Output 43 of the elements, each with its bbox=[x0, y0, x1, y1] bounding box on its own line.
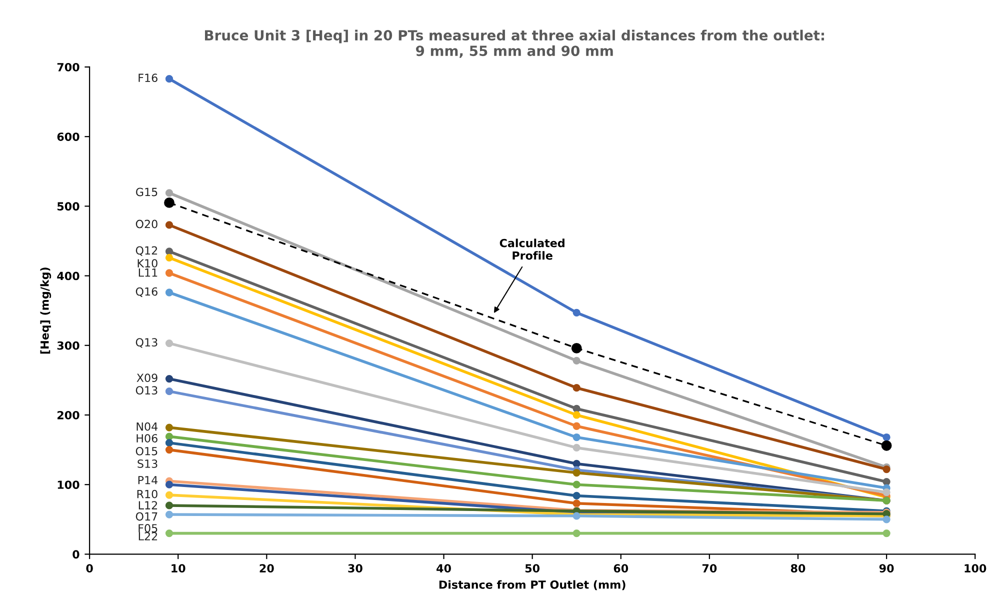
y-tick-label: 100 bbox=[58, 480, 80, 489]
y-tick-label: 200 bbox=[58, 410, 80, 420]
x-tick-label: 10 bbox=[172, 564, 186, 573]
series-label: L11 bbox=[138, 268, 158, 277]
x-tick-label: 70 bbox=[702, 564, 717, 573]
series-label: Q13 bbox=[136, 338, 158, 348]
series-label: O20 bbox=[136, 220, 158, 228]
series-label: F16 bbox=[138, 74, 158, 82]
series-label: F05 bbox=[138, 524, 158, 532]
x-tick-label: 80 bbox=[790, 564, 806, 573]
y-tick-label: 700 bbox=[57, 62, 80, 72]
x-axis-title: Distance from PT Outlet (mm) bbox=[439, 580, 626, 590]
series-label: G15 bbox=[136, 188, 158, 196]
x-tick-label: 100 bbox=[964, 564, 986, 573]
series-label: S13 bbox=[138, 460, 158, 468]
x-tick-label: 90 bbox=[879, 564, 894, 573]
series-label: N04 bbox=[136, 422, 158, 431]
y-axis-title: [Heq] (mg/kg) bbox=[40, 268, 52, 354]
x-tick-label: 60 bbox=[614, 564, 628, 573]
x-tick-label: 0 bbox=[86, 564, 93, 573]
series-label: L22 bbox=[138, 532, 158, 540]
y-tick-label: 0 bbox=[72, 550, 80, 559]
series-label: O17 bbox=[136, 512, 158, 521]
y-tick-label: 500 bbox=[57, 202, 80, 211]
series-label: Q16 bbox=[136, 287, 158, 297]
x-tick-label: 20 bbox=[260, 564, 274, 573]
series-label: L12 bbox=[138, 501, 158, 510]
series-label: K10 bbox=[138, 259, 158, 268]
chart-title: Bruce Unit 3 [Heq] in 20 PTs measured at three axial distances from the outlet: 9 mm, 55 mm and 90 mm bbox=[204, 30, 824, 58]
series-label: H06 bbox=[136, 434, 158, 442]
y-tick-label: 600 bbox=[57, 132, 80, 141]
y-tick-label: 300 bbox=[57, 341, 80, 350]
x-tick-label: 30 bbox=[348, 564, 362, 573]
x-tick-label: 40 bbox=[436, 564, 451, 573]
y-tick-label: 400 bbox=[57, 272, 80, 280]
series-label: R10 bbox=[137, 490, 158, 498]
series-label: Q12 bbox=[136, 246, 158, 256]
series-label: X09 bbox=[136, 374, 158, 382]
series-label: O15 bbox=[136, 446, 158, 456]
annotation: Calculated Profile bbox=[500, 238, 564, 260]
series-label: P14 bbox=[138, 476, 158, 484]
x-tick-label: 50 bbox=[525, 564, 540, 573]
series-label: O13 bbox=[136, 386, 158, 395]
